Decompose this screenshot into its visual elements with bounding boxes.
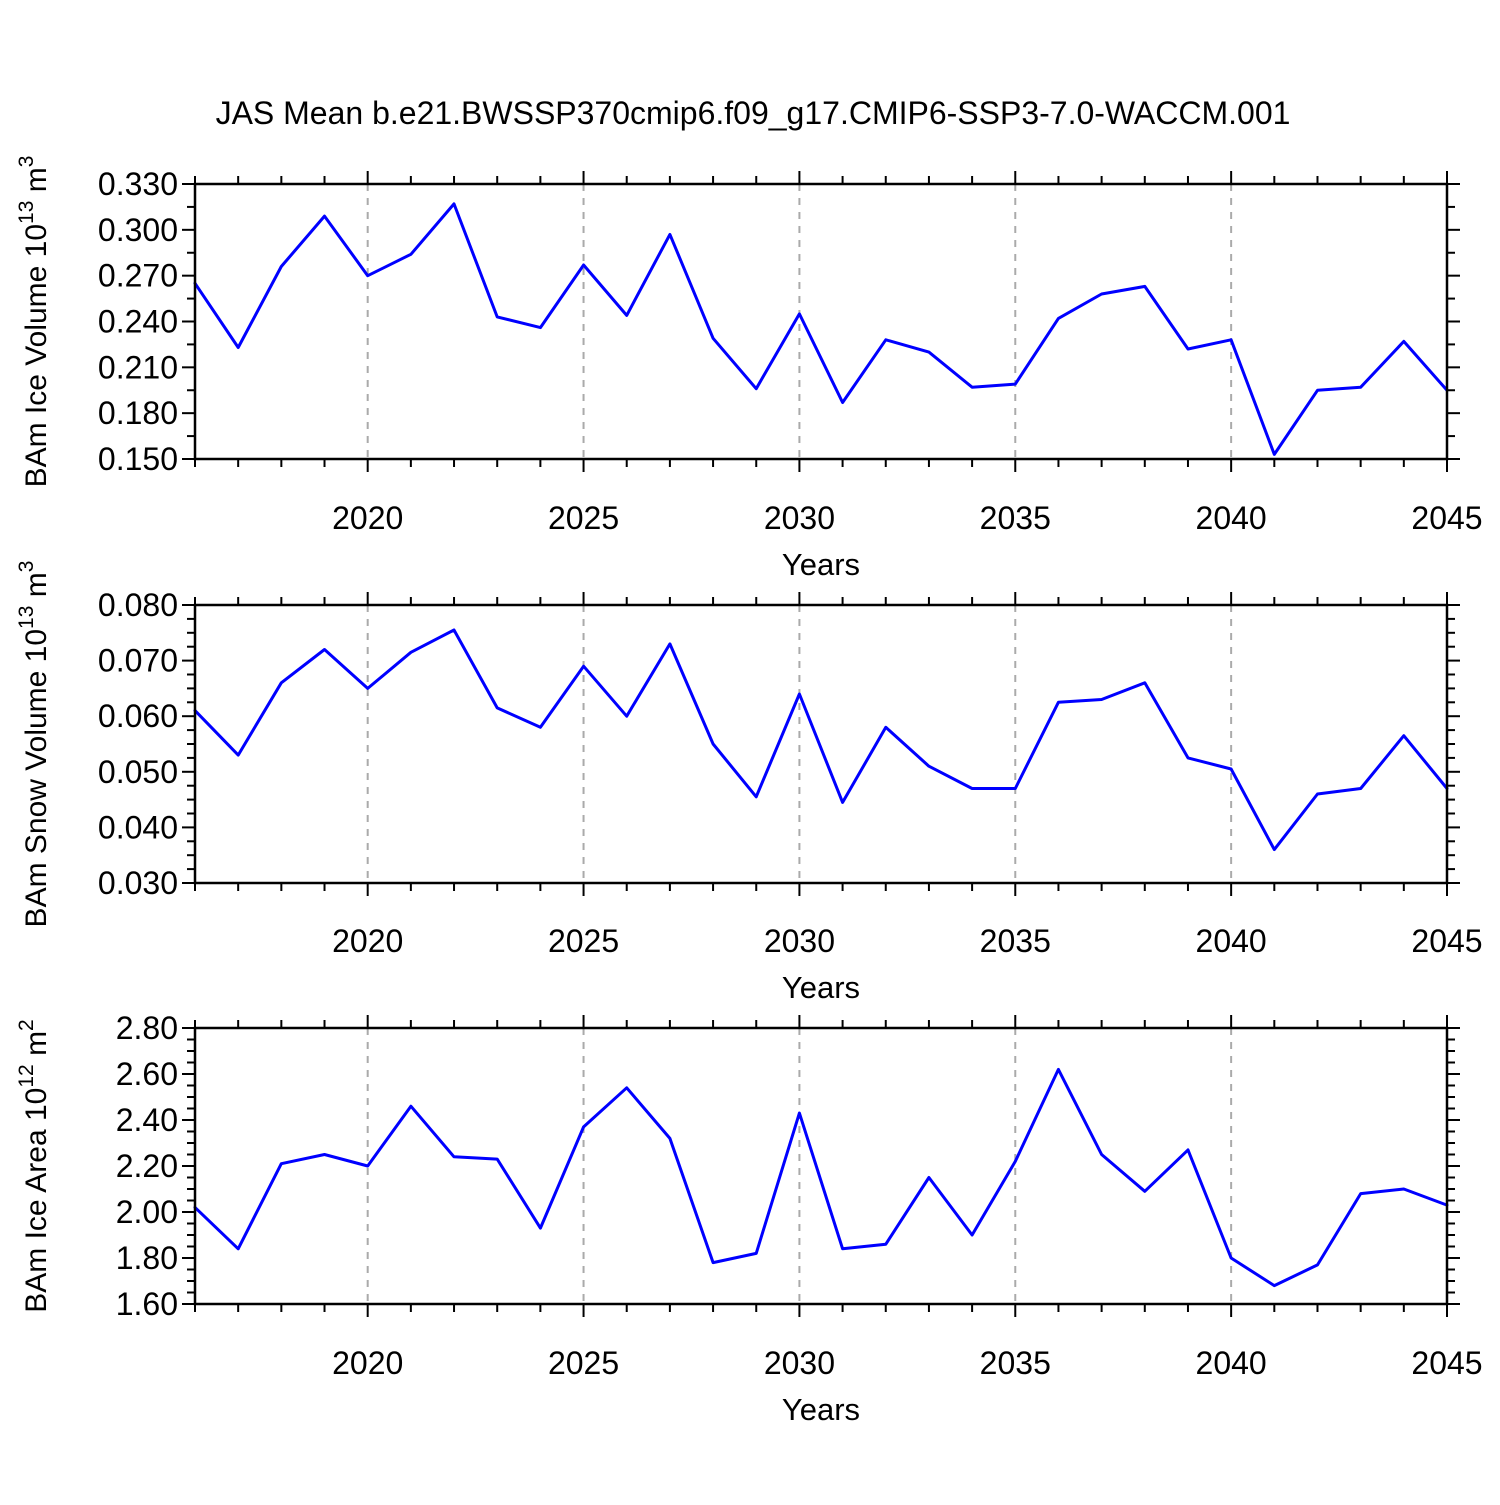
x-tick-label: 2040 (1196, 500, 1267, 536)
x-tick-label: 2020 (332, 923, 403, 959)
y-axis-title-part: m (20, 167, 53, 200)
y-tick-label: 1.80 (116, 1240, 178, 1276)
x-tick-label: 2045 (1411, 923, 1482, 959)
figure-title: JAS Mean b.e21.BWSSP370cmip6.f09_g17.CMI… (216, 95, 1291, 131)
panels-group: 0.150 0.180 0.210 0.240 0.270 0.300 0.330 2020 2… (15, 156, 1483, 1427)
y-tick-label: 0.330 (98, 166, 178, 202)
y-tick-label: 0.060 (98, 698, 178, 734)
y-tick-label: 0.080 (98, 587, 178, 623)
y-axis-title-snow-volume: BAm Snow Volume 1013 m3 (15, 561, 53, 928)
y-tick-label: 0.070 (98, 643, 178, 679)
x-tick-label: 2025 (548, 500, 619, 536)
x-tick-label: 2020 (332, 500, 403, 536)
x-tick-label: 2040 (1196, 923, 1267, 959)
y-axis-title-part: 3 (15, 561, 38, 573)
y-axis-title-part: m (20, 572, 53, 605)
x-tick-label: 2030 (764, 500, 835, 536)
x-tick-label: 2045 (1411, 500, 1482, 536)
x-tick-label: 2045 (1411, 1345, 1482, 1381)
x-tick-label: 2030 (764, 1345, 835, 1381)
x-axis-title: Years (782, 970, 860, 1005)
panel-ice-area: 1.60 1.80 2.00 2.20 2.40 2.60 2.80 2020 2025 2030… (15, 1010, 1483, 1427)
data-line-ice-volume (193, 202, 1449, 456)
y-tick-label: 0.300 (98, 212, 178, 248)
y-axis-title-part: 12 (15, 1064, 38, 1087)
y-tick-label: 0.210 (98, 349, 178, 385)
y-axis-title-part: 3 (15, 156, 38, 168)
data-line-snow-volume (193, 628, 1449, 852)
y-tick-label: 0.240 (98, 304, 178, 340)
x-tick-label: 2035 (980, 923, 1051, 959)
x-axis-title: Years (782, 547, 860, 582)
y-tick-label: 2.00 (116, 1194, 178, 1230)
y-axis-title-part: 2 (15, 1019, 38, 1031)
y-axis-title-part: m (20, 1031, 53, 1064)
x-tick-label: 2040 (1196, 1345, 1267, 1381)
y-axis-title-part: 13 (15, 606, 38, 629)
y-axis-title-ice-volume: BAm Ice Volume 1013 m3 (15, 156, 53, 488)
x-axis-title: Years (782, 1392, 860, 1427)
y-axis-title-part: 13 (15, 201, 38, 224)
y-axis-title-part: BAm Ice Volume 10 (20, 224, 53, 487)
y-tick-label: 0.050 (98, 754, 178, 790)
y-tick-label: 2.60 (116, 1056, 178, 1092)
data-line-ice-area (193, 1067, 1449, 1288)
y-tick-label: 0.180 (98, 395, 178, 431)
y-tick-label: 0.040 (98, 809, 178, 845)
y-tick-label: 2.20 (116, 1148, 178, 1184)
plot-frame (193, 1026, 1449, 1306)
panel-snow-volume: 0.030 0.040 0.050 0.060 0.070 0.080 2020 2025 20… (15, 561, 1483, 1005)
x-tick-label: 2025 (548, 923, 619, 959)
y-tick-label: 0.270 (98, 258, 178, 294)
y-tick-label: 2.80 (116, 1010, 178, 1046)
x-tick-label: 2035 (980, 1345, 1051, 1381)
x-tick-label: 2030 (764, 923, 835, 959)
y-axis-title-ice-area: BAm Ice Area 1012 m2 (15, 1019, 53, 1313)
x-tick-label: 2025 (548, 1345, 619, 1381)
y-tick-label: 0.150 (98, 441, 178, 477)
y-tick-label: 1.60 (116, 1286, 178, 1322)
y-tick-label: 0.030 (98, 865, 178, 901)
y-axis-title-part: BAm Ice Area 10 (20, 1088, 53, 1313)
y-axis-title-part: BAm Snow Volume 10 (20, 629, 53, 928)
x-tick-label: 2035 (980, 500, 1051, 536)
panel-ice-volume: 0.150 0.180 0.210 0.240 0.270 0.300 0.330 2020 2… (15, 156, 1483, 582)
plot-frame (193, 603, 1449, 885)
y-tick-label: 2.40 (116, 1102, 178, 1138)
x-tick-label: 2020 (332, 1345, 403, 1381)
